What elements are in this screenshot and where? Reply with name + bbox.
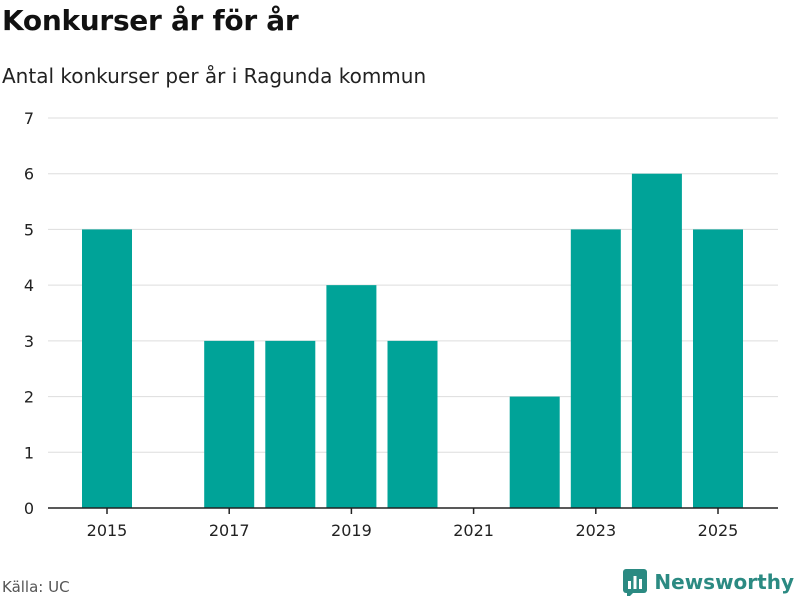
x-tick-label-2025: 2025 [698, 521, 739, 540]
brand-name: Newsworthy [654, 570, 794, 594]
bar-2024 [631, 173, 682, 508]
bar-2015 [82, 229, 132, 508]
y-tick-label-5: 5 [24, 220, 34, 239]
bar-2017 [204, 340, 255, 508]
bar-2022 [509, 396, 560, 508]
bar-2020 [387, 340, 438, 508]
y-tick-label-2: 2 [24, 388, 34, 407]
chart-title: Konkurser år för år [2, 4, 299, 37]
source-note: Källa: UC [2, 578, 70, 596]
newsworthy-logo-icon [623, 569, 648, 596]
x-tick-label-2021: 2021 [453, 521, 494, 540]
bar-2018 [265, 340, 316, 508]
y-tick-label-3: 3 [24, 332, 34, 351]
x-tick-label-2017: 2017 [209, 521, 250, 540]
bar-2019 [326, 285, 377, 508]
chart-subtitle: Antal konkurser per år i Ragunda kommun [2, 64, 427, 88]
y-tick-label-0: 0 [24, 499, 34, 518]
y-tick-label-1: 1 [24, 443, 34, 462]
x-tick-label-2019: 2019 [331, 521, 372, 540]
brand-logo: Newsworthy [622, 568, 794, 596]
bar-2025 [693, 229, 743, 508]
x-tick-label-2015: 2015 [87, 521, 128, 540]
y-tick-label-4: 4 [24, 276, 34, 295]
y-tick-label-6: 6 [24, 165, 34, 184]
x-tick-label-2023: 2023 [575, 521, 616, 540]
y-tick-label-7: 7 [24, 109, 34, 128]
bar-2023 [570, 229, 621, 508]
